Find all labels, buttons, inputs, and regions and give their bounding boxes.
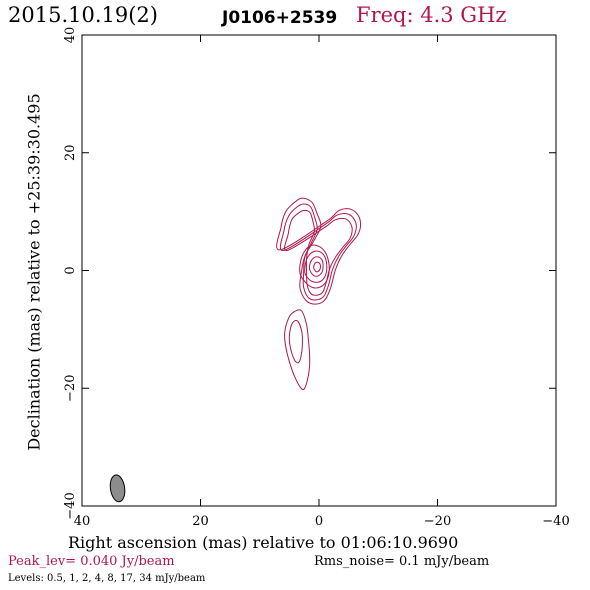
- contour-line: [288, 319, 303, 364]
- contour-line: [299, 244, 330, 289]
- contour-line: [308, 256, 324, 277]
- x-tick-label: −20: [424, 514, 451, 529]
- x-tick-label: 20: [192, 514, 209, 529]
- x-axis-label: Right ascension (mas) relative to 01:06:…: [68, 533, 459, 552]
- rms-noise: Rms_noise= 0.1 mJy/beam: [314, 554, 490, 569]
- axis-tick-labels: 40 20 0 −20 −40 −40 −20 0 20 40: [63, 27, 570, 529]
- source-name: J0106+2539: [222, 8, 338, 28]
- contour-line: [304, 250, 328, 283]
- contour-line: [279, 203, 357, 301]
- y-axis-label: Declination (mas) relative to +25:39:30.…: [24, 93, 44, 451]
- observation-date: 2015.10.19(2): [8, 3, 158, 27]
- contour-levels: Levels: 0.5, 1, 2, 4, 8, 17, 34 mJy/beam: [8, 573, 206, 584]
- beam-ellipse-group: [109, 474, 126, 503]
- peak-level: Peak_lev= 0.040 Jy/beam: [8, 554, 175, 569]
- contour-line: [284, 309, 311, 391]
- y-tick-label: 20: [63, 144, 78, 161]
- contour-lines: [276, 197, 362, 391]
- contour-line: [276, 197, 362, 305]
- y-tick-label: −20: [63, 375, 78, 402]
- x-tick-label: 0: [315, 514, 323, 529]
- x-tick-label: −40: [542, 514, 569, 529]
- y-tick-label: 0: [63, 266, 78, 274]
- beam-ellipse: [109, 474, 126, 503]
- contour-line: [313, 261, 321, 273]
- contour-line: [284, 209, 353, 296]
- axis-ticks: [81, 34, 557, 507]
- frequency-label: Freq: 4.3 GHz: [356, 3, 507, 27]
- y-tick-label: 40: [63, 27, 78, 44]
- x-tick-label: 40: [74, 514, 91, 529]
- y-tick-label: −40: [63, 492, 78, 519]
